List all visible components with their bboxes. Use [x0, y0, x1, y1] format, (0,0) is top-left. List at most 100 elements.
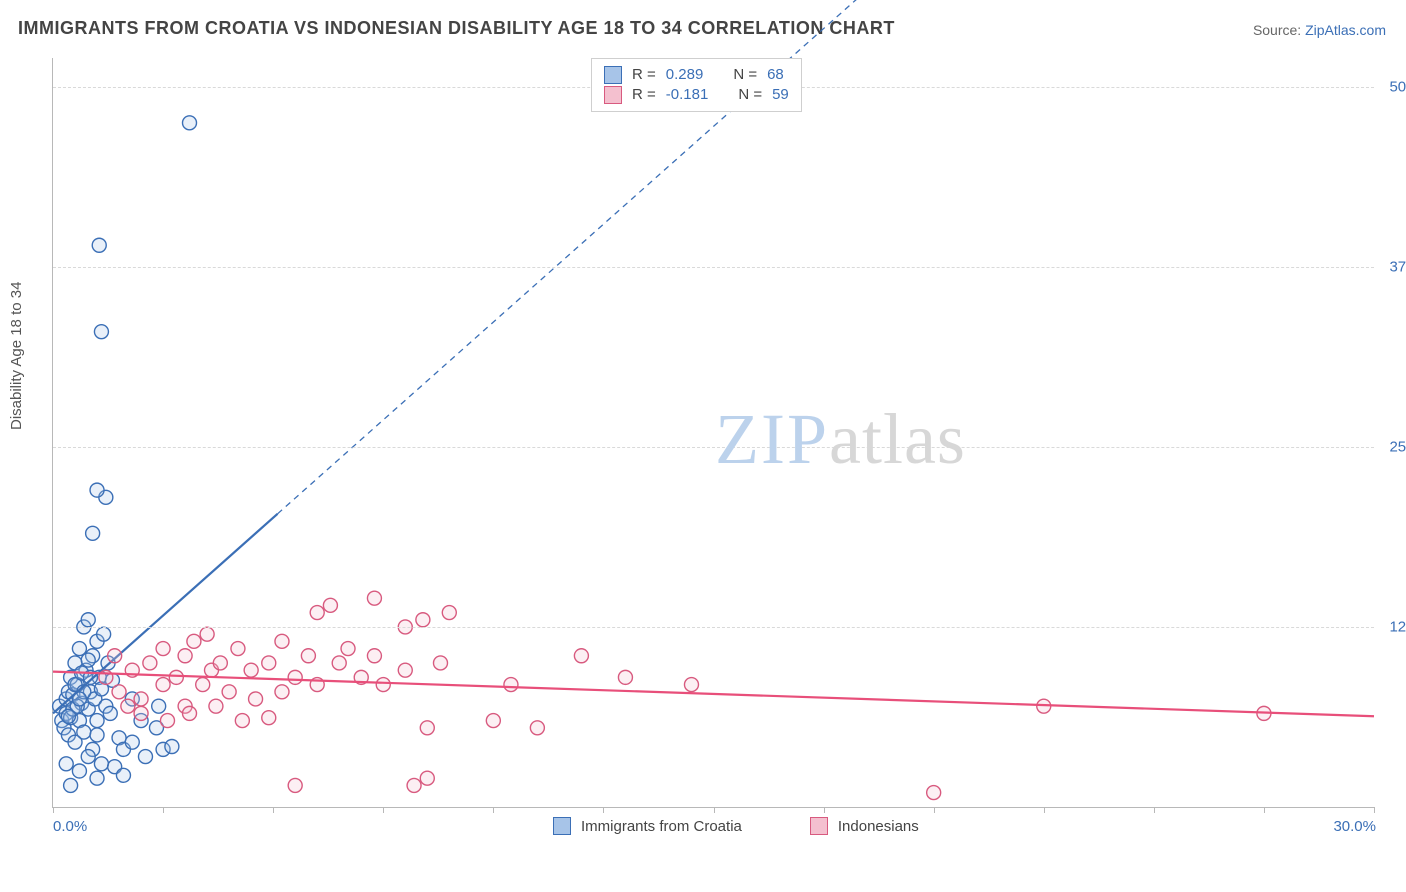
scatter-point [92, 238, 106, 252]
x-tick [1154, 807, 1155, 813]
scatter-point [235, 714, 249, 728]
legend-series-name: Indonesians [838, 818, 919, 835]
scatter-point [125, 735, 139, 749]
x-tick [53, 807, 54, 813]
y-tick-label: 25.0% [1382, 438, 1406, 455]
scatter-point [341, 642, 355, 656]
gridline [53, 627, 1374, 628]
scatter-point [416, 613, 430, 627]
scatter-point [77, 725, 91, 739]
scatter-point [407, 778, 421, 792]
scatter-point [222, 685, 236, 699]
scatter-point [90, 728, 104, 742]
scatter-point [165, 740, 179, 754]
scatter-point [200, 627, 214, 641]
scatter-point [143, 656, 157, 670]
legend-row: R =-0.181N =59 [604, 85, 789, 105]
scatter-point [86, 526, 100, 540]
scatter-point [684, 678, 698, 692]
y-tick-label: 37.5% [1382, 258, 1406, 275]
scatter-point [288, 670, 302, 684]
y-tick-label: 50.0% [1382, 78, 1406, 95]
n-value: 59 [772, 85, 789, 105]
scatter-point [121, 699, 135, 713]
scatter-point [262, 656, 276, 670]
scatter-point [367, 649, 381, 663]
scatter-point [116, 768, 130, 782]
scatter-point [420, 721, 434, 735]
scatter-point [275, 634, 289, 648]
x-min-label: 0.0% [53, 818, 87, 835]
scatter-point [504, 678, 518, 692]
x-max-label: 30.0% [1333, 818, 1376, 835]
scatter-point [81, 750, 95, 764]
series-legend: Immigrants from CroatiaIndonesians [553, 817, 919, 835]
scatter-point [332, 656, 346, 670]
n-value: 68 [767, 65, 784, 85]
x-tick [1374, 807, 1375, 813]
scatter-point [90, 771, 104, 785]
source-label: Source: [1253, 22, 1305, 38]
gridline [53, 267, 1374, 268]
y-axis-label: Disability Age 18 to 34 [8, 282, 25, 430]
x-tick [714, 807, 715, 813]
scatter-point [90, 714, 104, 728]
trend-line-dashed [278, 0, 1374, 514]
y-tick-label: 12.5% [1382, 618, 1406, 635]
legend-swatch [604, 86, 622, 104]
scatter-point [90, 483, 104, 497]
legend-row: R =0.289N =68 [604, 65, 789, 85]
source-link[interactable]: ZipAtlas.com [1305, 22, 1386, 38]
scatter-point [310, 606, 324, 620]
scatter-point [64, 778, 78, 792]
scatter-point [97, 627, 111, 641]
scatter-point [275, 685, 289, 699]
scatter-point [244, 663, 258, 677]
scatter-point [249, 692, 263, 706]
scatter-point [367, 591, 381, 605]
scatter-point [530, 721, 544, 735]
scatter-point [231, 642, 245, 656]
scatter-point [138, 750, 152, 764]
x-tick [824, 807, 825, 813]
r-value: 0.289 [666, 65, 704, 85]
scatter-point [156, 642, 170, 656]
scatter-point [61, 709, 75, 723]
scatter-point [94, 757, 108, 771]
x-tick [163, 807, 164, 813]
x-tick [603, 807, 604, 813]
scatter-point [183, 116, 197, 130]
scatter-point [288, 778, 302, 792]
legend-swatch [553, 817, 571, 835]
chart-svg [53, 58, 1374, 807]
scatter-point [213, 656, 227, 670]
scatter-point [72, 764, 86, 778]
scatter-point [59, 757, 73, 771]
scatter-point [323, 598, 337, 612]
x-tick [273, 807, 274, 813]
scatter-point [420, 771, 434, 785]
scatter-point [927, 786, 941, 800]
scatter-point [398, 663, 412, 677]
scatter-point [262, 711, 276, 725]
source-citation: Source: ZipAtlas.com [1253, 22, 1386, 38]
correlation-legend: R =0.289N =68R =-0.181N =59 [591, 58, 802, 112]
x-tick [934, 807, 935, 813]
scatter-point [178, 649, 192, 663]
scatter-point [103, 706, 117, 720]
gridline [53, 447, 1374, 448]
scatter-point [112, 685, 126, 699]
scatter-point [81, 613, 95, 627]
x-tick [1264, 807, 1265, 813]
scatter-point [442, 606, 456, 620]
scatter-point [94, 325, 108, 339]
scatter-point [81, 653, 95, 667]
legend-swatch [810, 817, 828, 835]
scatter-point [183, 706, 197, 720]
r-value: -0.181 [666, 85, 709, 105]
scatter-point [108, 649, 122, 663]
scatter-point [187, 634, 201, 648]
scatter-point [134, 692, 148, 706]
scatter-point [574, 649, 588, 663]
x-tick [383, 807, 384, 813]
